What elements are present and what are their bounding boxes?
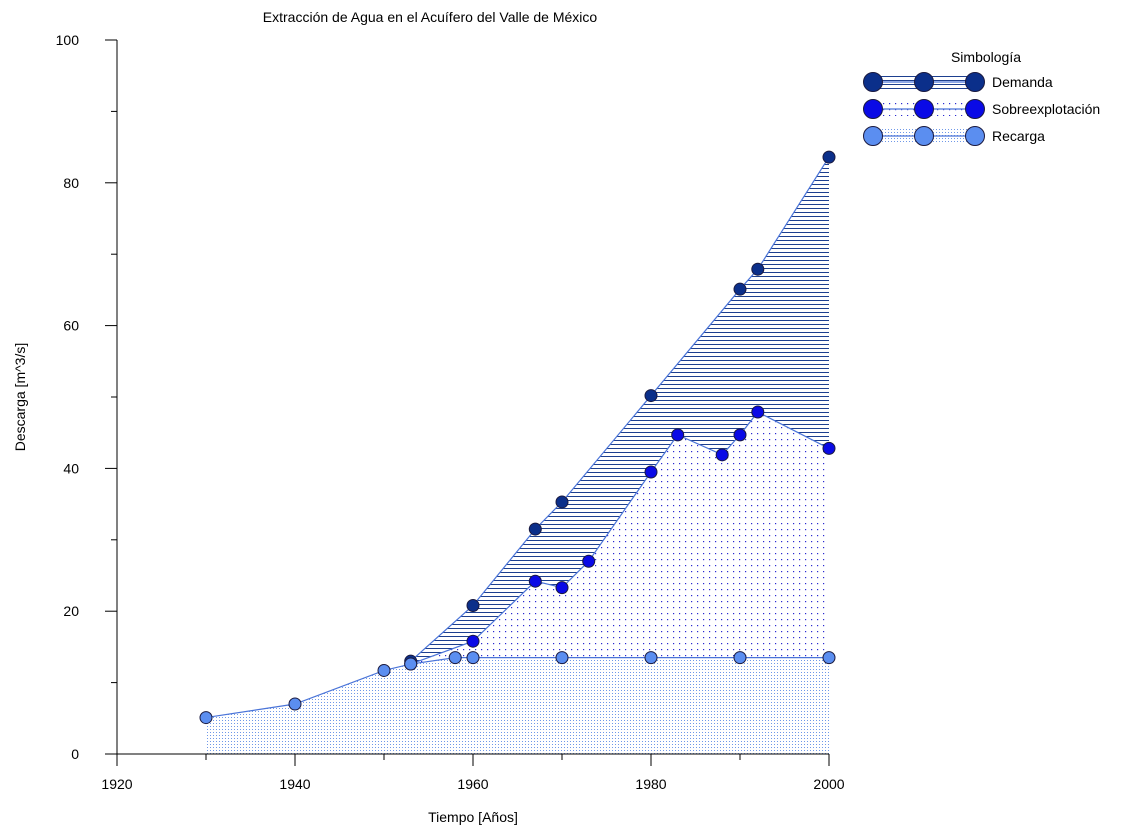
x-ticks: 1920 1940 1960 1980 2000 (101, 754, 845, 792)
y-axis-title: Descarga [m^3/s] (12, 343, 28, 452)
point-recarga (288, 697, 302, 711)
x-tick-label: 1980 (635, 776, 666, 792)
y-ticks: 0 20 40 60 80 100 (56, 32, 117, 762)
point-sobreexplotacion (671, 428, 685, 442)
legend-label-recarga: Recarga (992, 128, 1045, 144)
legend-marker-demanda (965, 72, 985, 92)
point-recarga (448, 651, 462, 665)
point-sobreexplotacion (822, 441, 836, 455)
legend-marker-sobreexplotacion (863, 99, 883, 119)
point-demanda (644, 389, 658, 403)
legend: Simbología Demanda Sobreexplotación Recarg… (863, 49, 1100, 146)
point-recarga (377, 663, 391, 677)
point-sobreexplotacion (466, 634, 480, 648)
y-tick-label: 60 (63, 318, 79, 334)
point-recarga (199, 711, 213, 725)
point-recarga (644, 651, 658, 665)
point-sobreexplotacion (555, 581, 569, 595)
point-demanda (822, 150, 836, 164)
x-tick-label: 1920 (101, 776, 132, 792)
area-fill-recarga (206, 657, 829, 754)
point-recarga (555, 651, 569, 665)
legend-title: Simbología (951, 49, 1021, 65)
point-recarga (404, 657, 418, 671)
y-tick-label: 100 (56, 32, 80, 48)
point-sobreexplotacion (528, 574, 542, 588)
legend-marker-recarga (965, 126, 985, 146)
x-tick-label: 2000 (813, 776, 844, 792)
y-tick-label: 80 (63, 175, 79, 191)
chart-title: Extracción de Agua en el Acuífero del Va… (263, 9, 598, 25)
legend-marker-sobreexplotacion (914, 99, 934, 119)
y-tick-label: 0 (71, 746, 79, 762)
x-tick-label: 1960 (457, 776, 488, 792)
point-demanda (733, 282, 747, 296)
point-recarga (466, 651, 480, 665)
legend-marker-recarga (914, 126, 934, 146)
point-sobreexplotacion (715, 448, 729, 462)
point-demanda (466, 598, 480, 612)
y-tick-label: 40 (63, 460, 79, 476)
x-tick-label: 1940 (279, 776, 310, 792)
point-sobreexplotacion (733, 428, 747, 442)
area-fills (206, 157, 829, 754)
point-sobreexplotacion (644, 465, 658, 479)
legend-label-demanda: Demanda (992, 74, 1053, 90)
series-markers (199, 150, 836, 725)
point-recarga (822, 651, 836, 665)
point-demanda (555, 495, 569, 509)
series-line-recarga (205, 657, 829, 719)
point-sobreexplotacion (582, 554, 596, 568)
point-sobreexplotacion (751, 405, 765, 419)
y-tick-label: 20 (63, 603, 79, 619)
point-recarga (733, 651, 747, 665)
legend-label-sobreexplotacion: Sobreexplotación (992, 101, 1100, 117)
legend-marker-sobreexplotacion (965, 99, 985, 119)
x-axis-title: Tiempo [Años] (428, 809, 518, 825)
legend-marker-recarga (863, 126, 883, 146)
point-demanda (528, 522, 542, 536)
legend-marker-demanda (863, 72, 883, 92)
legend-marker-demanda (914, 72, 934, 92)
point-demanda (751, 262, 765, 276)
